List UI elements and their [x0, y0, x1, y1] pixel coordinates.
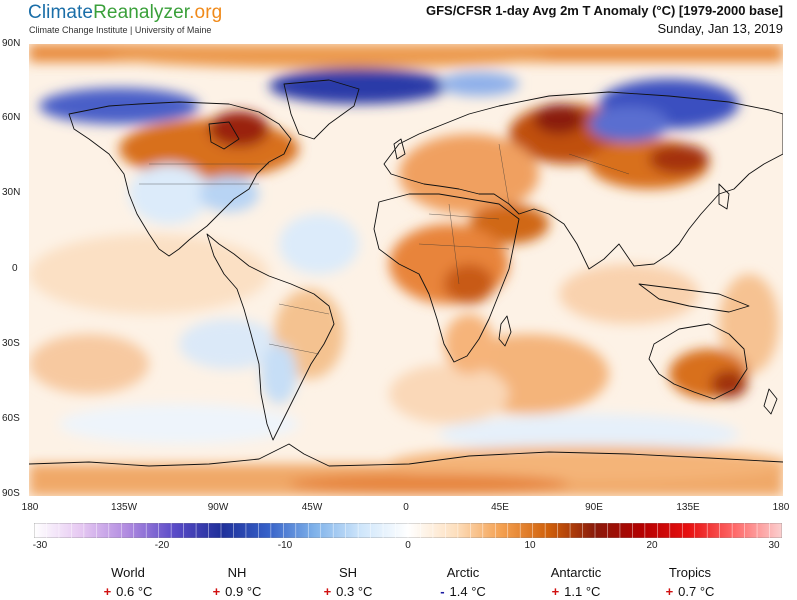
lon-label: 90W — [207, 502, 229, 513]
site-subtitle: Climate Change Institute | University of… — [29, 25, 212, 35]
stat-sh: SH +0.3 °C — [298, 565, 398, 599]
stat-sign: + — [665, 584, 674, 599]
site-logo[interactable]: ClimateReanalyzer.org — [28, 2, 222, 24]
stat-sign: + — [212, 584, 221, 599]
stat-value: 0.6 °C — [116, 584, 153, 599]
lon-label: 180 — [772, 502, 790, 513]
stat-arctic: Arctic -1.4 °C — [413, 565, 513, 599]
stat-antarctic: Antarctic +1.1 °C — [526, 565, 626, 599]
lon-label: 45W — [301, 502, 323, 513]
lat-label: 90N — [2, 38, 21, 49]
lat-label: 60N — [2, 112, 21, 123]
lon-label: 0 — [403, 502, 409, 513]
map-date: Sunday, Jan 13, 2019 — [657, 21, 783, 36]
lat-label: 30N — [2, 187, 21, 198]
colorbar-tick: 0 — [405, 540, 411, 551]
stat-sign: + — [551, 584, 560, 599]
stat-name: SH — [338, 565, 358, 580]
stat-value: 0.9 °C — [225, 584, 262, 599]
stat-value: 0.3 °C — [336, 584, 373, 599]
stat-name: World — [111, 565, 145, 580]
stat-value: 1.1 °C — [564, 584, 601, 599]
colorbar-tick: 20 — [646, 540, 658, 551]
colorbar-tick: -10 — [277, 540, 293, 551]
stat-tropics: Tropics +0.7 °C — [640, 565, 740, 599]
stat-sign: + — [103, 584, 112, 599]
colorbar-tick: 10 — [524, 540, 536, 551]
stat-value: 1.4 °C — [449, 584, 486, 599]
colorbar-tick: -20 — [154, 540, 170, 551]
country-borders — [139, 143, 630, 355]
stat-name: Arctic — [446, 565, 480, 580]
lat-label: 0 — [12, 263, 18, 274]
lon-label: 45E — [491, 502, 509, 513]
brand-part1: Climate — [28, 2, 94, 23]
stat-nh: NH +0.9 °C — [187, 565, 287, 599]
stat-sign: - — [440, 584, 445, 599]
lat-label: 60S — [2, 413, 20, 424]
brand-part3: .org — [189, 2, 223, 23]
lat-label: 90S — [2, 488, 20, 499]
stat-sign: + — [323, 584, 332, 599]
stat-value: 0.7 °C — [678, 584, 715, 599]
colorbar-tick: -30 — [32, 540, 48, 551]
stat-name: NH — [227, 565, 247, 580]
colorbar-tick: 30 — [768, 540, 780, 551]
lon-label: 90E — [585, 502, 603, 513]
brand-part2: Reanalyzer — [93, 2, 190, 23]
map-title: GFS/CFSR 1-day Avg 2m T Anomaly (°C) [19… — [425, 3, 783, 18]
lon-label: 180 — [21, 502, 39, 513]
coastlines — [29, 79, 783, 467]
lon-label: 135E — [676, 502, 700, 513]
stat-name: Tropics — [668, 565, 712, 580]
stat-name: Antarctic — [550, 565, 602, 580]
colorbar — [34, 523, 782, 538]
anomaly-map-svg — [29, 44, 783, 496]
stat-world: World +0.6 °C — [78, 565, 178, 599]
anomaly-map — [29, 44, 783, 496]
lat-label: 30S — [2, 338, 20, 349]
lon-label: 135W — [110, 502, 138, 513]
